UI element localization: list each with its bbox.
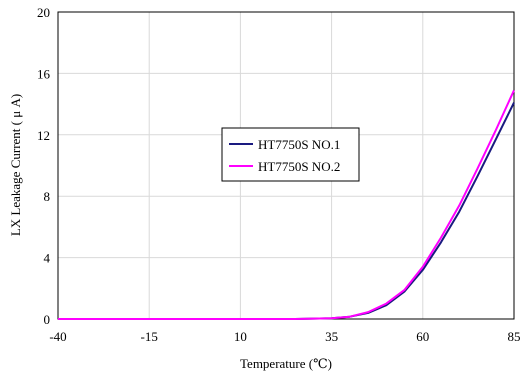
x-tick-label: -15 [141,329,158,344]
x-tick-labels: -40 -15 10 35 60 85 [49,329,520,344]
y-tick-label: 8 [44,189,51,204]
x-tick-label: 60 [416,329,429,344]
legend: HT7750S NO.1 HT7750S NO.2 [221,127,360,182]
x-tick-label: 10 [234,329,247,344]
y-tick-label: 16 [37,66,51,81]
x-axis-label: Temperature (℃) [240,356,332,371]
x-tick-label: -40 [49,329,66,344]
x-tick-label: 85 [508,329,521,344]
x-tick-label: 35 [325,329,338,344]
y-tick-label: 20 [37,5,50,20]
legend-label-no1: HT7750S NO.1 [258,137,340,152]
legend-label-no2: HT7750S NO.2 [258,159,340,174]
y-tick-label: 0 [44,312,51,327]
series-line-no2 [58,89,515,320]
y-tick-labels: 0 4 8 12 16 20 [37,5,51,327]
y-tick-label: 4 [44,251,51,266]
y-tick-label: 12 [37,128,50,143]
legend-box [221,127,360,182]
y-axis-label: LX Leakage Current ( μ A) [8,94,23,236]
series-layer [58,89,515,320]
